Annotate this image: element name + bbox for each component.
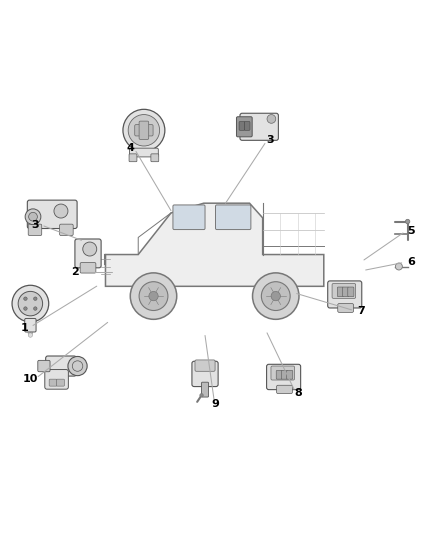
FancyBboxPatch shape bbox=[332, 284, 356, 298]
FancyBboxPatch shape bbox=[151, 154, 159, 161]
FancyBboxPatch shape bbox=[337, 287, 343, 297]
Text: 9: 9 bbox=[212, 399, 219, 409]
Circle shape bbox=[28, 330, 33, 335]
Circle shape bbox=[261, 282, 290, 311]
FancyBboxPatch shape bbox=[276, 370, 283, 379]
Circle shape bbox=[396, 263, 403, 270]
FancyBboxPatch shape bbox=[287, 370, 293, 379]
Circle shape bbox=[139, 282, 168, 311]
FancyBboxPatch shape bbox=[28, 224, 42, 236]
FancyBboxPatch shape bbox=[38, 360, 50, 372]
Circle shape bbox=[123, 109, 165, 151]
FancyBboxPatch shape bbox=[173, 205, 205, 230]
FancyBboxPatch shape bbox=[237, 117, 252, 137]
Circle shape bbox=[34, 307, 37, 310]
Circle shape bbox=[28, 333, 32, 337]
Text: 6: 6 bbox=[407, 257, 415, 267]
Circle shape bbox=[271, 292, 280, 301]
FancyBboxPatch shape bbox=[60, 224, 73, 236]
FancyBboxPatch shape bbox=[267, 364, 300, 390]
Circle shape bbox=[130, 273, 177, 319]
Circle shape bbox=[28, 212, 37, 221]
Circle shape bbox=[25, 209, 41, 224]
FancyBboxPatch shape bbox=[46, 356, 76, 376]
Circle shape bbox=[18, 292, 42, 316]
Circle shape bbox=[267, 115, 276, 123]
FancyBboxPatch shape bbox=[75, 239, 101, 268]
FancyBboxPatch shape bbox=[244, 122, 250, 130]
FancyBboxPatch shape bbox=[45, 369, 68, 389]
FancyBboxPatch shape bbox=[135, 125, 153, 136]
FancyBboxPatch shape bbox=[139, 121, 149, 140]
Circle shape bbox=[24, 297, 27, 301]
Circle shape bbox=[28, 327, 33, 333]
Text: 3: 3 bbox=[267, 135, 274, 145]
FancyBboxPatch shape bbox=[195, 360, 215, 372]
Circle shape bbox=[27, 321, 34, 328]
FancyBboxPatch shape bbox=[338, 304, 353, 312]
Polygon shape bbox=[106, 203, 324, 286]
Text: 4: 4 bbox=[127, 143, 135, 153]
Circle shape bbox=[253, 273, 299, 319]
FancyBboxPatch shape bbox=[348, 287, 354, 297]
Text: 1: 1 bbox=[21, 322, 28, 333]
FancyBboxPatch shape bbox=[49, 379, 57, 386]
FancyBboxPatch shape bbox=[240, 113, 279, 140]
FancyBboxPatch shape bbox=[129, 154, 137, 161]
Circle shape bbox=[24, 307, 27, 310]
Circle shape bbox=[83, 242, 97, 256]
FancyBboxPatch shape bbox=[27, 200, 77, 229]
FancyBboxPatch shape bbox=[25, 318, 36, 332]
Text: 5: 5 bbox=[407, 225, 415, 236]
FancyBboxPatch shape bbox=[271, 366, 294, 380]
Circle shape bbox=[68, 357, 87, 376]
Circle shape bbox=[200, 393, 203, 397]
FancyBboxPatch shape bbox=[282, 370, 288, 379]
Circle shape bbox=[149, 292, 158, 301]
FancyBboxPatch shape bbox=[239, 122, 245, 130]
Text: 7: 7 bbox=[357, 306, 365, 316]
Circle shape bbox=[54, 204, 68, 218]
FancyBboxPatch shape bbox=[80, 263, 96, 273]
Text: 8: 8 bbox=[295, 388, 302, 398]
FancyBboxPatch shape bbox=[215, 205, 251, 230]
Circle shape bbox=[72, 361, 83, 372]
Text: 10: 10 bbox=[23, 374, 38, 384]
FancyBboxPatch shape bbox=[277, 385, 292, 393]
Text: 3: 3 bbox=[31, 220, 39, 230]
FancyBboxPatch shape bbox=[57, 379, 64, 386]
Circle shape bbox=[406, 220, 410, 224]
Circle shape bbox=[34, 297, 37, 301]
Text: 2: 2 bbox=[71, 266, 79, 277]
Circle shape bbox=[28, 324, 33, 330]
Circle shape bbox=[12, 285, 49, 322]
Circle shape bbox=[128, 115, 159, 146]
FancyBboxPatch shape bbox=[192, 361, 218, 386]
FancyBboxPatch shape bbox=[343, 287, 349, 297]
FancyBboxPatch shape bbox=[130, 148, 158, 157]
FancyBboxPatch shape bbox=[201, 382, 208, 397]
FancyBboxPatch shape bbox=[328, 281, 362, 308]
